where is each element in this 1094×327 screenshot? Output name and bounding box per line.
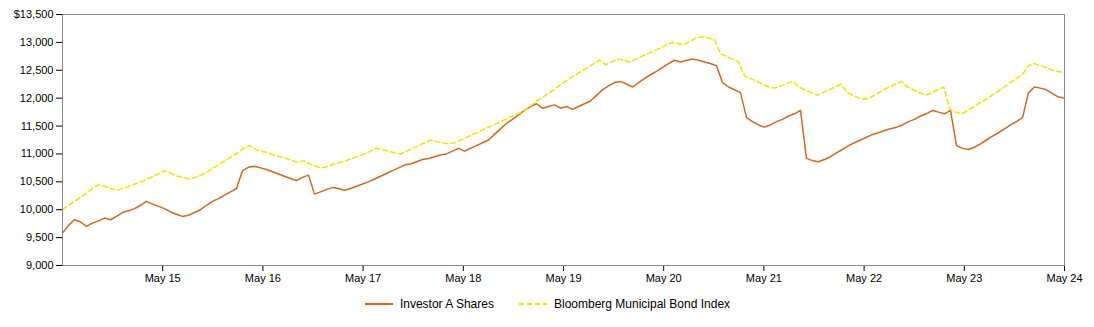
- svg-text:$13,500: $13,500: [14, 8, 54, 20]
- svg-text:May 24: May 24: [1046, 272, 1082, 284]
- svg-text:10,500: 10,500: [20, 175, 54, 187]
- svg-text:May 16: May 16: [245, 272, 281, 284]
- svg-text:12,000: 12,000: [20, 92, 54, 104]
- svg-text:May 23: May 23: [946, 272, 982, 284]
- svg-text:9,000: 9,000: [26, 259, 54, 271]
- html-text:Investor A Shares: Investor A Shares: [399, 297, 494, 311]
- html-text:Bloomberg Municipal Bond Index: Bloomberg Municipal Bond Index: [554, 297, 731, 311]
- svg-text:May 15: May 15: [145, 272, 181, 284]
- svg-text:May 17: May 17: [345, 272, 381, 284]
- svg-text:May 18: May 18: [445, 272, 481, 284]
- svg-text:11,500: 11,500: [21, 120, 54, 132]
- svg-text:12,500: 12,500: [20, 64, 54, 76]
- svg-text:May 21: May 21: [746, 272, 782, 284]
- svg-text:11,000: 11,000: [21, 147, 54, 159]
- svg-text:May 19: May 19: [545, 272, 581, 284]
- svg-text:13,000: 13,000: [20, 36, 54, 48]
- svg-text:9,500: 9,500: [26, 231, 54, 243]
- svg-text:10,000: 10,000: [20, 203, 54, 215]
- svg-text:May 20: May 20: [646, 272, 682, 284]
- svg-text:May 22: May 22: [846, 272, 882, 284]
